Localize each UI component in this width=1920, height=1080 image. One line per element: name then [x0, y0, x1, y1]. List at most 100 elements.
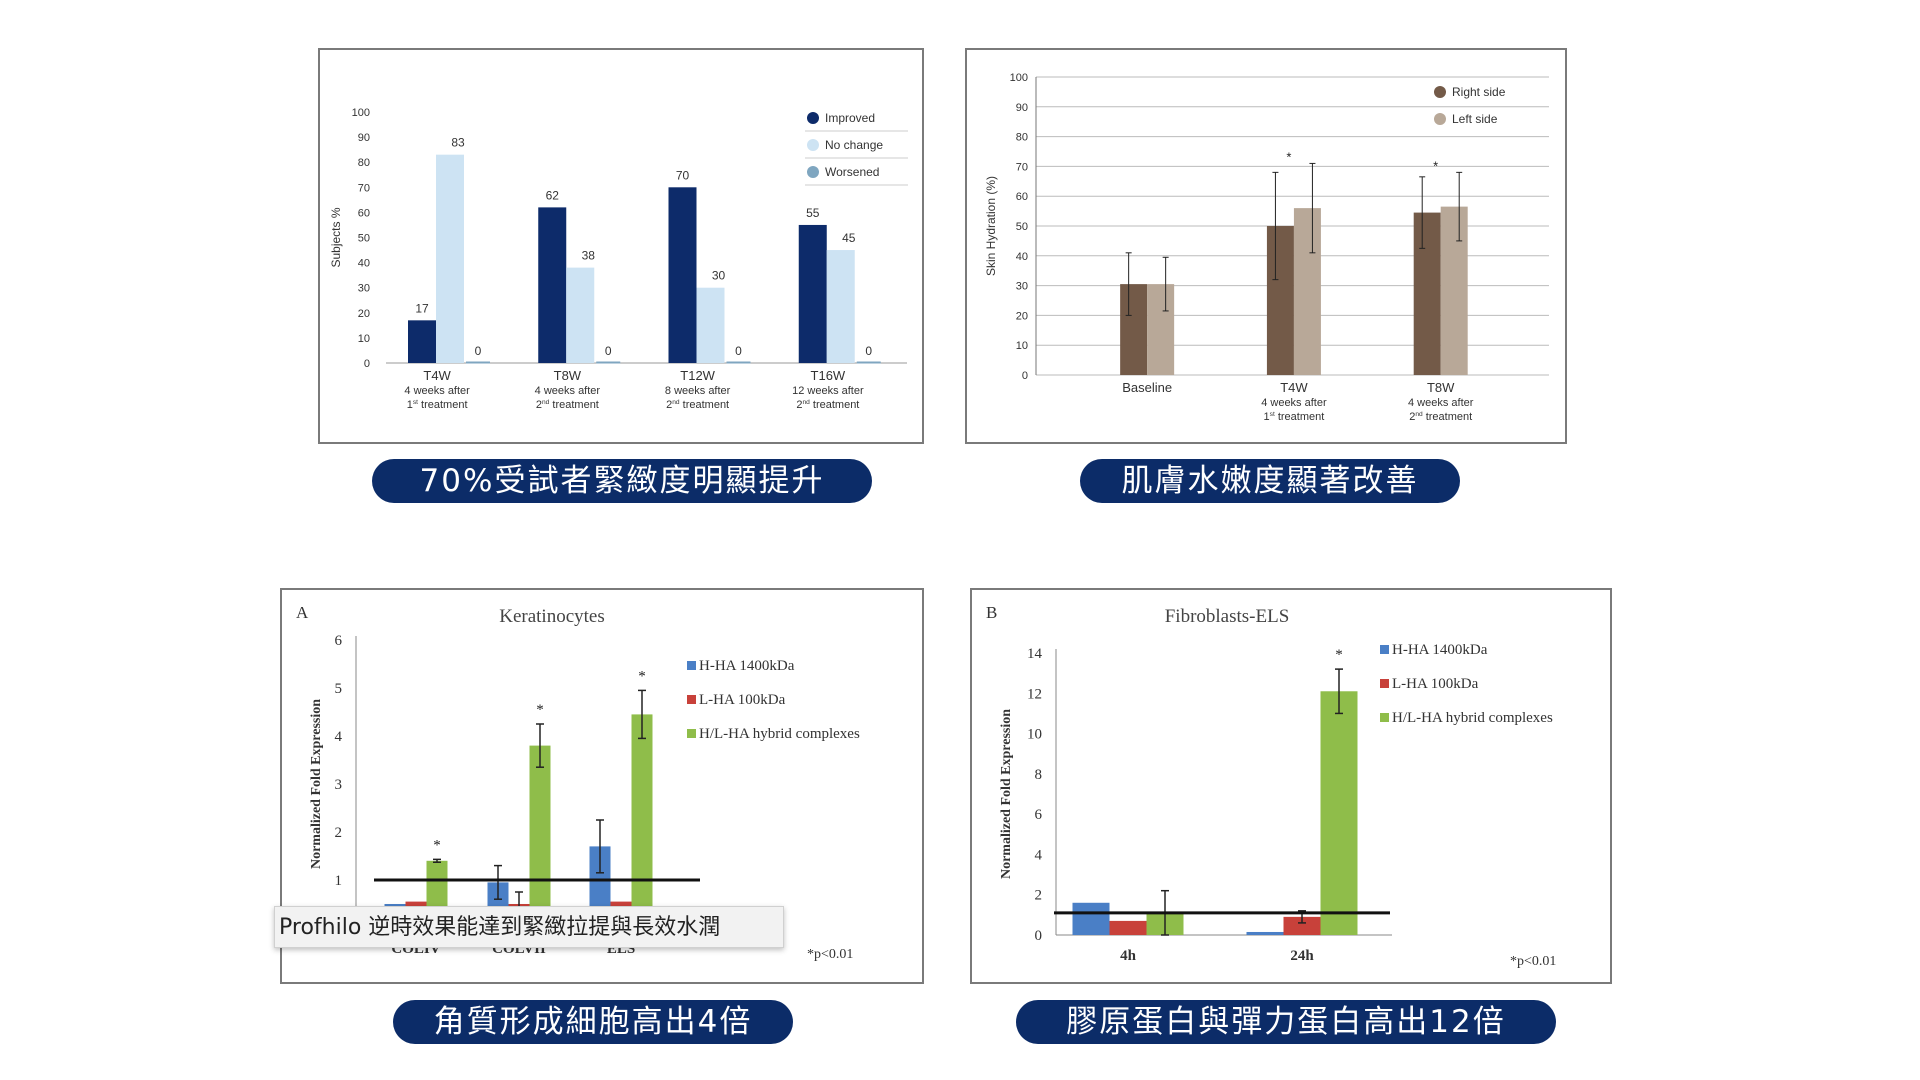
legend-marker [1380, 713, 1389, 722]
x-tick-sublabel: 12 weeks after [792, 385, 864, 397]
y-tick-label: 20 [358, 308, 370, 320]
bar [798, 224, 827, 363]
caption-fibroblasts: 膠原蛋白與彈力蛋白高出12倍 [1016, 1000, 1556, 1044]
y-tick-label: 70 [1016, 161, 1028, 173]
legend-marker [687, 729, 696, 738]
tightness-bar-chart: 0 10 20 30 40 50 60 70 80 90 100 Subjects % 17 83 0 T4W… [329, 107, 908, 411]
bar [1293, 208, 1321, 375]
bar [1283, 916, 1321, 935]
footnote: *p<0.01 [807, 947, 853, 962]
bar [1109, 920, 1147, 935]
bar [566, 267, 595, 363]
chart-panel-hydration: 0 10 20 30 40 50 60 70 80 90 100 Skin Hydration (%)… [965, 48, 1567, 444]
y-tick-label: 10 [358, 333, 370, 345]
x-tick-label: T4W [423, 368, 451, 383]
legend-marker [1434, 113, 1446, 125]
y-tick-label: 4 [335, 729, 343, 745]
x-tick-sublabel: 2nd treatment [666, 399, 729, 411]
bar [408, 320, 436, 363]
legend-marker [1380, 645, 1389, 654]
data-label: 83 [451, 136, 465, 150]
bar [1413, 212, 1441, 375]
y-tick-label: 80 [358, 157, 370, 169]
x-tick-label: Baseline [1122, 380, 1172, 395]
legend-label: H/L-HA hybrid complexes [1392, 710, 1553, 726]
bar [1147, 284, 1175, 375]
x-tick-label: 24h [1290, 948, 1314, 964]
data-label: 55 [806, 206, 820, 220]
bar [529, 745, 551, 928]
y-axis-label: Normalized Fold Expression [999, 709, 1014, 879]
legend-label: H-HA 1400kDa [699, 658, 795, 674]
tooltip: Profhilo 逆時效果能達到緊緻拉提與長效水潤 [274, 906, 784, 948]
bar [1072, 902, 1110, 935]
chart-title: Fibroblasts-ELS [1165, 606, 1290, 627]
hydration-bar-chart: 0 10 20 30 40 50 60 70 80 90 100 Skin Hydration (%)… [984, 72, 1549, 423]
y-tick-label: 4 [1035, 847, 1043, 863]
legend-label: Left side [1452, 112, 1498, 126]
legend-label: Improved [825, 111, 875, 125]
bar [826, 250, 855, 363]
caption-keratinocytes: 角質形成細胞高出4倍 [393, 1000, 793, 1044]
x-tick-sublabel: 1st treatment [407, 399, 468, 411]
bar [696, 287, 725, 363]
y-tick-label: 100 [1010, 72, 1028, 84]
legend-marker [1434, 86, 1446, 98]
x-tick-sublabel: 2nd treatment [536, 399, 599, 411]
significance-marker: * [1335, 647, 1343, 663]
y-tick-label: 2 [335, 825, 343, 841]
legend-marker [687, 695, 696, 704]
legend-label: L-HA 100kDa [699, 692, 786, 708]
bar [631, 714, 653, 928]
legend-marker [807, 166, 819, 178]
y-tick-label: 2 [1035, 888, 1043, 904]
data-label: 70 [676, 168, 690, 182]
y-tick-label: 80 [1016, 132, 1028, 144]
y-tick-label: 12 [1027, 686, 1042, 702]
significance-marker: * [1433, 158, 1438, 173]
y-tick-label: 20 [1016, 310, 1028, 322]
y-tick-label: 0 [364, 358, 370, 370]
y-tick-label: 10 [1016, 340, 1028, 352]
y-tick-label: 60 [358, 207, 370, 219]
bar [436, 154, 464, 363]
y-tick-label: 10 [1027, 727, 1042, 743]
data-label: 0 [605, 344, 612, 358]
significance-marker: * [536, 702, 544, 718]
x-tick-label: T4W [1280, 380, 1308, 395]
legend-marker [807, 112, 819, 124]
legend-marker [687, 661, 696, 670]
y-tick-label: 14 [1027, 646, 1043, 662]
x-tick-sublabel: 4 weeks after [535, 385, 601, 397]
y-tick-label: 3 [335, 777, 343, 793]
legend-marker [1380, 679, 1389, 688]
x-tick-sublabel: 8 weeks after [665, 385, 731, 397]
y-tick-label: 30 [1016, 281, 1028, 293]
caption-hydration: 肌膚水嫩度顯著改善 [1080, 459, 1460, 503]
data-label: 45 [842, 231, 856, 245]
y-tick-label: 5 [335, 681, 343, 697]
data-label: 0 [735, 344, 742, 358]
significance-marker: * [638, 668, 646, 684]
panel-letter: A [296, 603, 309, 622]
y-tick-label: 8 [1035, 767, 1043, 783]
x-tick-label: 4h [1120, 948, 1137, 964]
bar [1440, 206, 1468, 375]
data-label: 38 [582, 249, 596, 263]
legend-label: Worsened [825, 165, 879, 179]
significance-marker: * [433, 837, 441, 853]
x-tick-sublabel: 4 weeks after [1261, 397, 1327, 409]
x-tick-sublabel: 1st treatment [1264, 411, 1325, 423]
y-tick-label: 6 [1035, 807, 1043, 823]
y-tick-label: 50 [1016, 221, 1028, 233]
y-tick-label: 0 [1035, 928, 1043, 944]
y-tick-label: 40 [358, 258, 370, 270]
legend-label: L-HA 100kDa [1392, 676, 1479, 692]
y-tick-label: 90 [358, 132, 370, 144]
y-tick-label: 0 [1022, 370, 1028, 382]
legend-label: No change [825, 138, 883, 152]
x-tick-sublabel: 2nd treatment [1409, 411, 1472, 423]
legend-label: Right side [1452, 85, 1506, 99]
y-tick-label: 6 [335, 633, 343, 649]
y-axis-label: Skin Hydration (%) [984, 176, 998, 276]
